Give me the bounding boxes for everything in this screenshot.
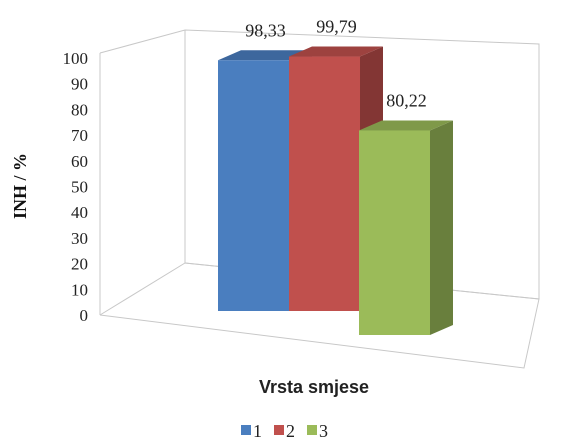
y-tick-70: 70: [71, 126, 88, 145]
legend-item-1: 1: [241, 421, 262, 441]
bars: [218, 46, 453, 336]
y-tick-80: 80: [71, 100, 88, 119]
legend-label-3: 3: [319, 421, 328, 441]
bar-front-1: [218, 60, 289, 311]
legend: 1 2 3: [241, 421, 328, 441]
x-axis-label: Vrsta smjese: [259, 377, 369, 397]
y-tick-10: 10: [71, 280, 88, 299]
y-tick-20: 20: [71, 255, 88, 274]
bar-series-3: [359, 120, 453, 336]
bar-side-3: [430, 120, 453, 336]
y-tick-90: 90: [71, 75, 88, 94]
y-axis-label: INH / %: [10, 153, 30, 219]
bar-top-1: [218, 50, 312, 61]
legend-swatch-1: [241, 425, 251, 435]
floor: [99, 262, 540, 369]
legend-swatch-2: [274, 425, 284, 435]
bar-front-2: [289, 56, 360, 312]
bar-top-2: [289, 46, 383, 57]
y-tick-100: 100: [63, 49, 89, 68]
data-label-2: 99,79: [316, 17, 357, 37]
y-tick-40: 40: [71, 203, 88, 222]
y-tick-60: 60: [71, 152, 88, 171]
bar-top-3: [359, 120, 453, 131]
data-labels: 98,33 99,79 80,22: [245, 17, 427, 111]
bar-front-3: [359, 130, 430, 335]
y-tick-30: 30: [71, 229, 88, 248]
bar-series-2: [289, 46, 383, 312]
legend-swatch-3: [307, 425, 317, 435]
legend-label-1: 1: [253, 421, 262, 441]
y-tick-0: 0: [80, 306, 89, 325]
data-label-1: 98,33: [245, 20, 286, 40]
y-axis-ticks: 0 10 20 30 40 50 60 70 80 90 100: [63, 49, 89, 325]
legend-label-2: 2: [286, 421, 295, 441]
legend-item-3: 3: [307, 421, 328, 441]
data-label-3: 80,22: [386, 90, 427, 110]
y-tick-50: 50: [71, 178, 88, 197]
legend-item-2: 2: [274, 421, 295, 441]
